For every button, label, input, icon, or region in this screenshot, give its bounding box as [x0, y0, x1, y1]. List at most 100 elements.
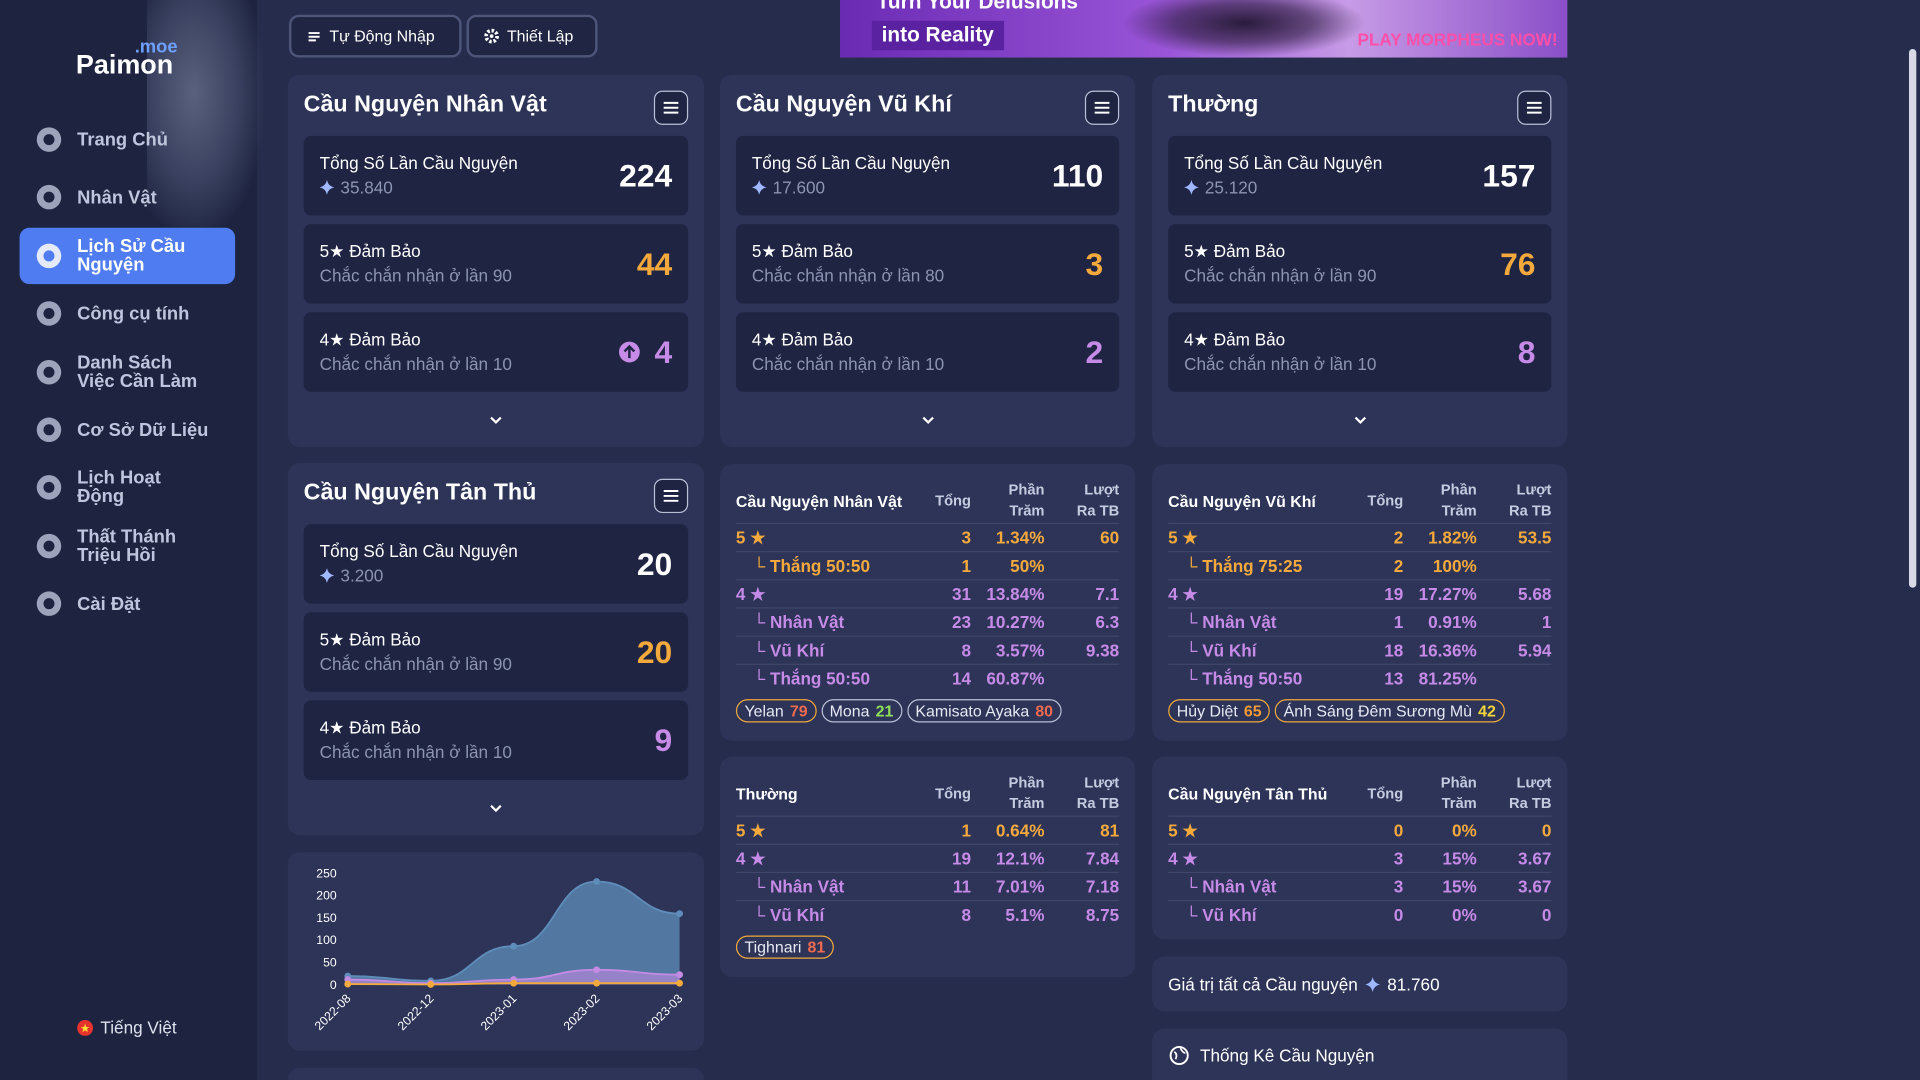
button-label: Tự Động Nhập	[329, 26, 435, 46]
row-label: └ Nhân Vật	[753, 876, 845, 897]
nav-icon	[36, 185, 62, 210]
menu-button[interactable]	[1084, 90, 1120, 125]
chart-card: 0 50 100 150 200 250 2022-08 2022-12 2023-01 2023…	[287, 852, 705, 1051]
stats-table-card: Cầu Nguyện Vũ Khí Tổng Phần Trăm Lượt Ra TB…	[1152, 464, 1568, 741]
x-tick-label: 2022-12	[395, 991, 437, 1033]
point	[427, 981, 435, 988]
logo[interactable]: Paimon	[75, 48, 174, 80]
tile-label: 5★ Đảm Bảo	[1184, 241, 1286, 261]
nav-item[interactable]: Trang Chủ	[20, 111, 236, 167]
stat-tile: Tổng Số Lần Cầu Nguyện 17.600 110	[735, 135, 1120, 216]
tile-label: 4★ Đảm Bảo	[1184, 329, 1286, 349]
tile-value-box: 76	[1500, 245, 1535, 283]
stats-table-card: Thường Tổng Phần Trăm Lượt Ra TB 5 ★ 1 0.64% 81…	[720, 756, 1136, 978]
tag-pity: 65	[1243, 701, 1262, 720]
row-label: 5 ★	[735, 527, 766, 547]
cell: 14	[951, 668, 972, 689]
menu-button[interactable]	[653, 90, 689, 125]
cell: 10.27%	[986, 612, 1045, 632]
tile-sub: 3.200	[319, 566, 383, 585]
nav-icon	[36, 591, 62, 617]
tile-value-box: 44	[637, 245, 672, 283]
pity-note: Chắc chắn nhận ở lần 10	[319, 353, 512, 374]
menu-button[interactable]	[1517, 90, 1552, 125]
tile-label: 5★ Đảm Bảo	[319, 241, 421, 261]
stats-link-card[interactable]: Thống Kê Cầu Nguyện	[1152, 1028, 1568, 1080]
x-tick-label: 2023-01	[478, 991, 520, 1033]
cell: 1.34%	[995, 527, 1045, 548]
cell: 1	[1393, 612, 1404, 632]
column-header: Lượt Ra TB	[1076, 773, 1120, 812]
cell: 1	[961, 555, 972, 576]
stats-link[interactable]: Thống Kê Cầu Nguyện	[1200, 1045, 1375, 1066]
pity-note: Chắc chắn nhận ở lần 80	[751, 265, 945, 286]
auto-import-button[interactable]: Tự Động Nhập	[288, 14, 462, 58]
point	[676, 979, 684, 987]
expand-chevron[interactable]	[919, 414, 936, 426]
cell: 0%	[1451, 904, 1477, 925]
tile-label: Tổng Số Lần Cầu Nguyện	[751, 153, 951, 173]
tile-sub: Chắc chắn nhận ở lần 10	[752, 354, 944, 374]
nav-label: Trang Chủ	[77, 129, 168, 150]
x-tick-label: 2023-03	[644, 991, 686, 1033]
language[interactable]: Tiếng Việt	[77, 1018, 177, 1037]
ad-banner[interactable]: Turn Your Delusions into Reality PLAY MO…	[840, 0, 1568, 58]
nav-item[interactable]: Danh Sách Việc Cần Làm	[20, 344, 236, 400]
tile-value: 157	[1482, 156, 1536, 194]
table-row: 5 ★ 0 0% 0	[1168, 815, 1552, 844]
column-header: Tổng	[1367, 784, 1404, 803]
nav-icon	[36, 301, 62, 326]
cell: 6.3	[1095, 612, 1120, 632]
cell: 81	[1100, 820, 1120, 840]
row-label: 5 ★	[1168, 819, 1198, 840]
banner-cta: PLAY MORPHEUS NOW!	[1357, 29, 1558, 49]
tile-label: 5★ Đảm Bảo	[319, 629, 421, 649]
expand-chevron[interactable]	[487, 802, 504, 814]
cell: 1.82%	[1428, 527, 1477, 548]
worth-label: Giá trị tất cả Cầu nguyện	[1168, 974, 1358, 994]
primogem-count: 17.600	[772, 177, 826, 198]
stat-tile: Tổng Số Lần Cầu Nguyện 35.840 224	[303, 135, 689, 216]
nav-item[interactable]: Lịch Hoạt Động	[20, 460, 236, 516]
nav-item[interactable]: Thất Thánh Triệu Hồi	[20, 518, 236, 574]
nav-item[interactable]: Cài Đặt	[20, 576, 236, 632]
point	[344, 980, 352, 988]
row-label: └ Thắng 75:25	[1185, 555, 1303, 576]
expand-chevron[interactable]	[487, 414, 504, 426]
tag-pity: 21	[875, 701, 894, 720]
settings-button[interactable]: Thiết Lập	[466, 14, 598, 58]
card-title: Cầu Nguyện Nhân Vật	[303, 91, 547, 118]
scrollbar-thumb[interactable]	[1908, 48, 1917, 588]
primogem-icon	[319, 568, 335, 583]
boost-icon	[618, 341, 640, 363]
expand-chevron[interactable]	[1351, 414, 1368, 426]
scrollbar[interactable]	[1905, 0, 1920, 1080]
menu-button[interactable]	[653, 478, 689, 514]
tile-value: 4	[654, 333, 673, 370]
tile-value-box: 9	[655, 721, 673, 759]
table-header: Cầu Nguyện Vũ Khí Tổng Phần Trăm Lượt Ra TB	[1168, 479, 1551, 523]
cell: 16.36%	[1418, 640, 1477, 660]
cell: 17.27%	[1418, 584, 1477, 604]
pity-tag: Yelan 79	[735, 699, 817, 723]
y-tick-label: 0	[330, 978, 337, 992]
nav-item[interactable]: Lịch Sử Cầu Nguyện	[19, 227, 236, 284]
pity-tags: Yelan 79 Mona 21 Kamisato Ayaka 80	[735, 699, 1119, 723]
summary-card: Thường Tổng Số Lần Cầu Nguyện 25.120 157 5★ …	[1152, 74, 1568, 447]
cell: 7.1	[1095, 584, 1120, 604]
wish-chart: 0 50 100 150 200 250 2022-08 2022-12 2023-01 2023…	[312, 866, 686, 1033]
tag-pity: 81	[807, 937, 826, 957]
cell: 3	[961, 527, 972, 548]
nav-label: Cài Đặt	[77, 593, 141, 615]
table-title: Cầu Nguyện Tân Thủ	[1168, 784, 1328, 803]
stat-tile: 5★ Đảm Bảo Chắc chắn nhận ở lần 90 20	[303, 612, 689, 692]
nav-item[interactable]: Cơ Sở Dữ Liệu	[20, 402, 236, 458]
cell: 31	[951, 584, 972, 604]
primogem-icon	[1184, 180, 1199, 195]
tag-name: Ánh Sáng Đêm Sương Mù	[1283, 701, 1473, 720]
logo-suffix: .moe	[134, 36, 178, 58]
table-row: 4 ★ 19 12.1% 7.84	[735, 843, 1120, 872]
nav-item[interactable]: Công cụ tính	[20, 286, 236, 342]
tile-label: Tổng Số Lần Cầu Nguyện	[319, 153, 518, 173]
nav-item[interactable]: Nhân Vật	[20, 169, 236, 225]
